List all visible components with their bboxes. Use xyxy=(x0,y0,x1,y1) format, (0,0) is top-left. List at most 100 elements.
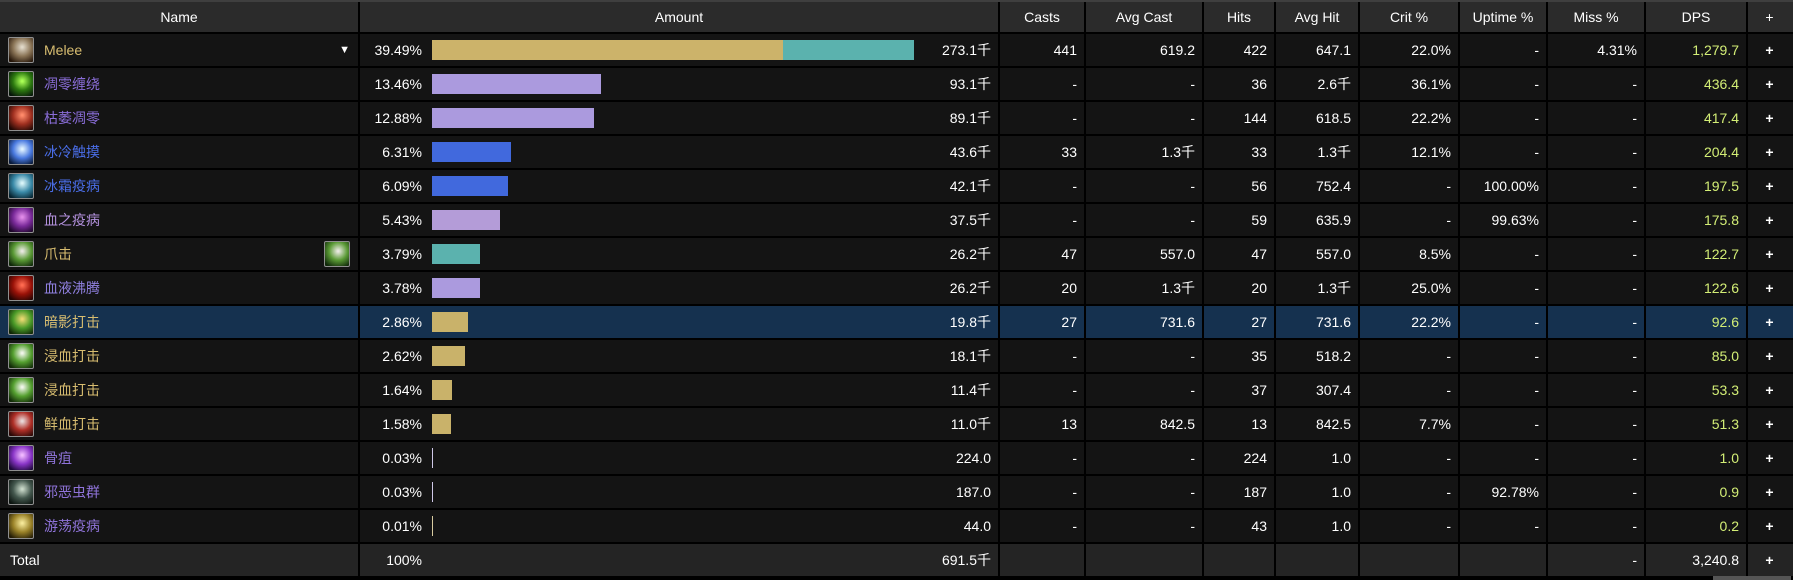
name-cell: 浸血打击 xyxy=(0,340,360,372)
hits-value: 56 xyxy=(1204,170,1276,202)
table-row[interactable]: 枯萎凋零 12.88% 89.1千 - - 144 618.5 22.2% - … xyxy=(0,102,1793,136)
uptime-value: - xyxy=(1460,136,1548,168)
frost-fever-icon xyxy=(8,173,34,199)
spell-name-link[interactable]: 邪恶虫群 xyxy=(44,484,100,500)
spell-name-link[interactable]: 骨疽 xyxy=(44,450,72,466)
expand-row-button[interactable]: + xyxy=(1765,518,1774,534)
casts-value: - xyxy=(1000,340,1086,372)
spell-name-link[interactable]: 鲜血打击 xyxy=(44,416,100,432)
table-row[interactable]: 凋零缠绕 13.46% 93.1千 - - 36 2.6千 36.1% - - … xyxy=(0,68,1793,102)
expand-row-button[interactable]: + xyxy=(1765,42,1774,58)
total-crit xyxy=(1360,544,1460,576)
crit-value: 36.1% xyxy=(1360,68,1460,100)
table-row[interactable]: 浸血打击 1.64% 11.4千 - - 37 307.4 - - - 53.3… xyxy=(0,374,1793,408)
spell-name-link[interactable]: 暗影打击 xyxy=(44,314,100,330)
expand-row-button[interactable]: + xyxy=(1765,416,1774,432)
table-row[interactable]: 骨疽 0.03% 224.0 - - 224 1.0 - - - 1.0 + xyxy=(0,442,1793,476)
col-header-avg-hit[interactable]: Avg Hit xyxy=(1276,2,1360,32)
col-header-crit[interactable]: Crit % xyxy=(1360,2,1460,32)
hits-value: 422 xyxy=(1204,34,1276,66)
col-header-casts[interactable]: Casts xyxy=(1000,2,1086,32)
avg-hit-value: 557.0 xyxy=(1276,238,1360,270)
spell-name-link[interactable]: 爪击 xyxy=(44,246,72,262)
damage-bar xyxy=(432,312,919,332)
spell-name-link[interactable]: 血之疫病 xyxy=(44,212,100,228)
spell-name-link[interactable]: 浸血打击 xyxy=(44,382,100,398)
avg-cast-value: 619.2 xyxy=(1086,34,1204,66)
table-row[interactable]: 血之疫病 5.43% 37.5千 - - 59 635.9 - 99.63% -… xyxy=(0,204,1793,238)
spell-name-link[interactable]: Melee xyxy=(44,42,83,58)
miss-value: - xyxy=(1548,170,1646,202)
dps-value: 436.4 xyxy=(1646,68,1748,100)
horizontal-scrollbar-thumb[interactable] xyxy=(1713,576,1791,580)
col-header-expand[interactable]: + xyxy=(1765,9,1774,25)
name-cell: 血液沸腾 xyxy=(0,272,360,304)
expand-row-button[interactable]: + xyxy=(1765,212,1774,228)
crit-value: - xyxy=(1360,476,1460,508)
col-header-uptime[interactable]: Uptime % xyxy=(1460,2,1548,32)
table-row[interactable]: 冰冷触摸 6.31% 43.6千 33 1.3千 33 1.3千 12.1% -… xyxy=(0,136,1793,170)
crit-value: 7.7% xyxy=(1360,408,1460,440)
expand-row-button[interactable]: + xyxy=(1765,76,1774,92)
spell-name-link[interactable]: 枯萎凋零 xyxy=(44,110,100,126)
table-row[interactable]: 暗影打击 2.86% 19.8千 27 731.6 27 731.6 22.2%… xyxy=(0,306,1793,340)
expand-row-button[interactable]: + xyxy=(1765,484,1774,500)
expand-row-button[interactable]: + xyxy=(1765,314,1774,330)
table-row[interactable]: 邪恶虫群 0.03% 187.0 - - 187 1.0 - 92.78% - … xyxy=(0,476,1793,510)
col-header-miss[interactable]: Miss % xyxy=(1548,2,1646,32)
col-header-avg-cast[interactable]: Avg Cast xyxy=(1086,2,1204,32)
expand-row-button[interactable]: + xyxy=(1765,450,1774,466)
avg-hit-value: 647.1 xyxy=(1276,34,1360,66)
damage-percent: 6.31% xyxy=(382,144,422,160)
damage-percent: 1.64% xyxy=(382,382,422,398)
hits-value: 224 xyxy=(1204,442,1276,474)
miss-value: 4.31% xyxy=(1548,34,1646,66)
amount-cell: 2.86% 19.8千 xyxy=(360,306,1000,338)
spell-name-link[interactable]: 浸血打击 xyxy=(44,348,100,364)
spell-name-link[interactable]: 冰冷触摸 xyxy=(44,144,100,160)
col-header-name[interactable]: Name xyxy=(0,2,360,32)
expand-row-button[interactable]: + xyxy=(1765,110,1774,126)
dropdown-arrow-icon[interactable]: ▼ xyxy=(339,44,350,56)
table-row[interactable]: Melee ▼ 39.49% 273.1千 441 619.2 422 647.… xyxy=(0,34,1793,68)
damage-bar-segment xyxy=(432,482,434,502)
table-row[interactable]: 冰霜疫病 6.09% 42.1千 - - 56 752.4 - 100.00% … xyxy=(0,170,1793,204)
expand-row-button[interactable]: + xyxy=(1765,348,1774,364)
miss-value: - xyxy=(1548,136,1646,168)
miss-value: - xyxy=(1548,238,1646,270)
table-row[interactable]: 血液沸腾 3.78% 26.2千 20 1.3千 20 1.3千 25.0% -… xyxy=(0,272,1793,306)
crit-value: 12.1% xyxy=(1360,136,1460,168)
avg-hit-value: 1.3千 xyxy=(1276,272,1360,304)
expand-row-button[interactable]: + xyxy=(1765,178,1774,194)
expand-total-button[interactable]: + xyxy=(1765,552,1774,568)
icy-touch-icon xyxy=(8,139,34,165)
col-header-hits[interactable]: Hits xyxy=(1204,2,1276,32)
hits-value: 20 xyxy=(1204,272,1276,304)
claw-icon xyxy=(8,241,34,267)
table-row[interactable]: 游荡疫病 0.01% 44.0 - - 43 1.0 - - - 0.2 + xyxy=(0,510,1793,544)
total-percent: 100% xyxy=(386,552,422,568)
table-row[interactable]: 爪击 3.79% 26.2千 47 557.0 47 557.0 8.5% - … xyxy=(0,238,1793,272)
dps-value: 1,279.7 xyxy=(1646,34,1748,66)
damage-bar-segment xyxy=(782,40,915,60)
spell-name-link[interactable]: 冰霜疫病 xyxy=(44,178,100,194)
amount-value: 43.6千 xyxy=(949,144,991,160)
amount-cell: 1.64% 11.4千 xyxy=(360,374,1000,406)
damage-bar xyxy=(432,74,919,94)
spell-name-link[interactable]: 游荡疫病 xyxy=(44,518,100,534)
damage-bar-segment xyxy=(432,108,594,128)
name-cell: Melee ▼ xyxy=(0,34,360,66)
col-header-amount[interactable]: Amount xyxy=(360,2,1000,32)
expand-row-button[interactable]: + xyxy=(1765,246,1774,262)
col-header-dps[interactable]: DPS xyxy=(1646,2,1748,32)
table-row[interactable]: 浸血打击 2.62% 18.1千 - - 35 518.2 - - - 85.0… xyxy=(0,340,1793,374)
spell-name-link[interactable]: 血液沸腾 xyxy=(44,280,100,296)
expand-row-button[interactable]: + xyxy=(1765,144,1774,160)
expand-row-button[interactable]: + xyxy=(1765,382,1774,398)
avg-hit-value: 1.0 xyxy=(1276,476,1360,508)
total-label: Total xyxy=(0,544,360,576)
expand-row-button[interactable]: + xyxy=(1765,280,1774,296)
spell-name-link[interactable]: 凋零缠绕 xyxy=(44,76,100,92)
table-row[interactable]: 鲜血打击 1.58% 11.0千 13 842.5 13 842.5 7.7% … xyxy=(0,408,1793,442)
